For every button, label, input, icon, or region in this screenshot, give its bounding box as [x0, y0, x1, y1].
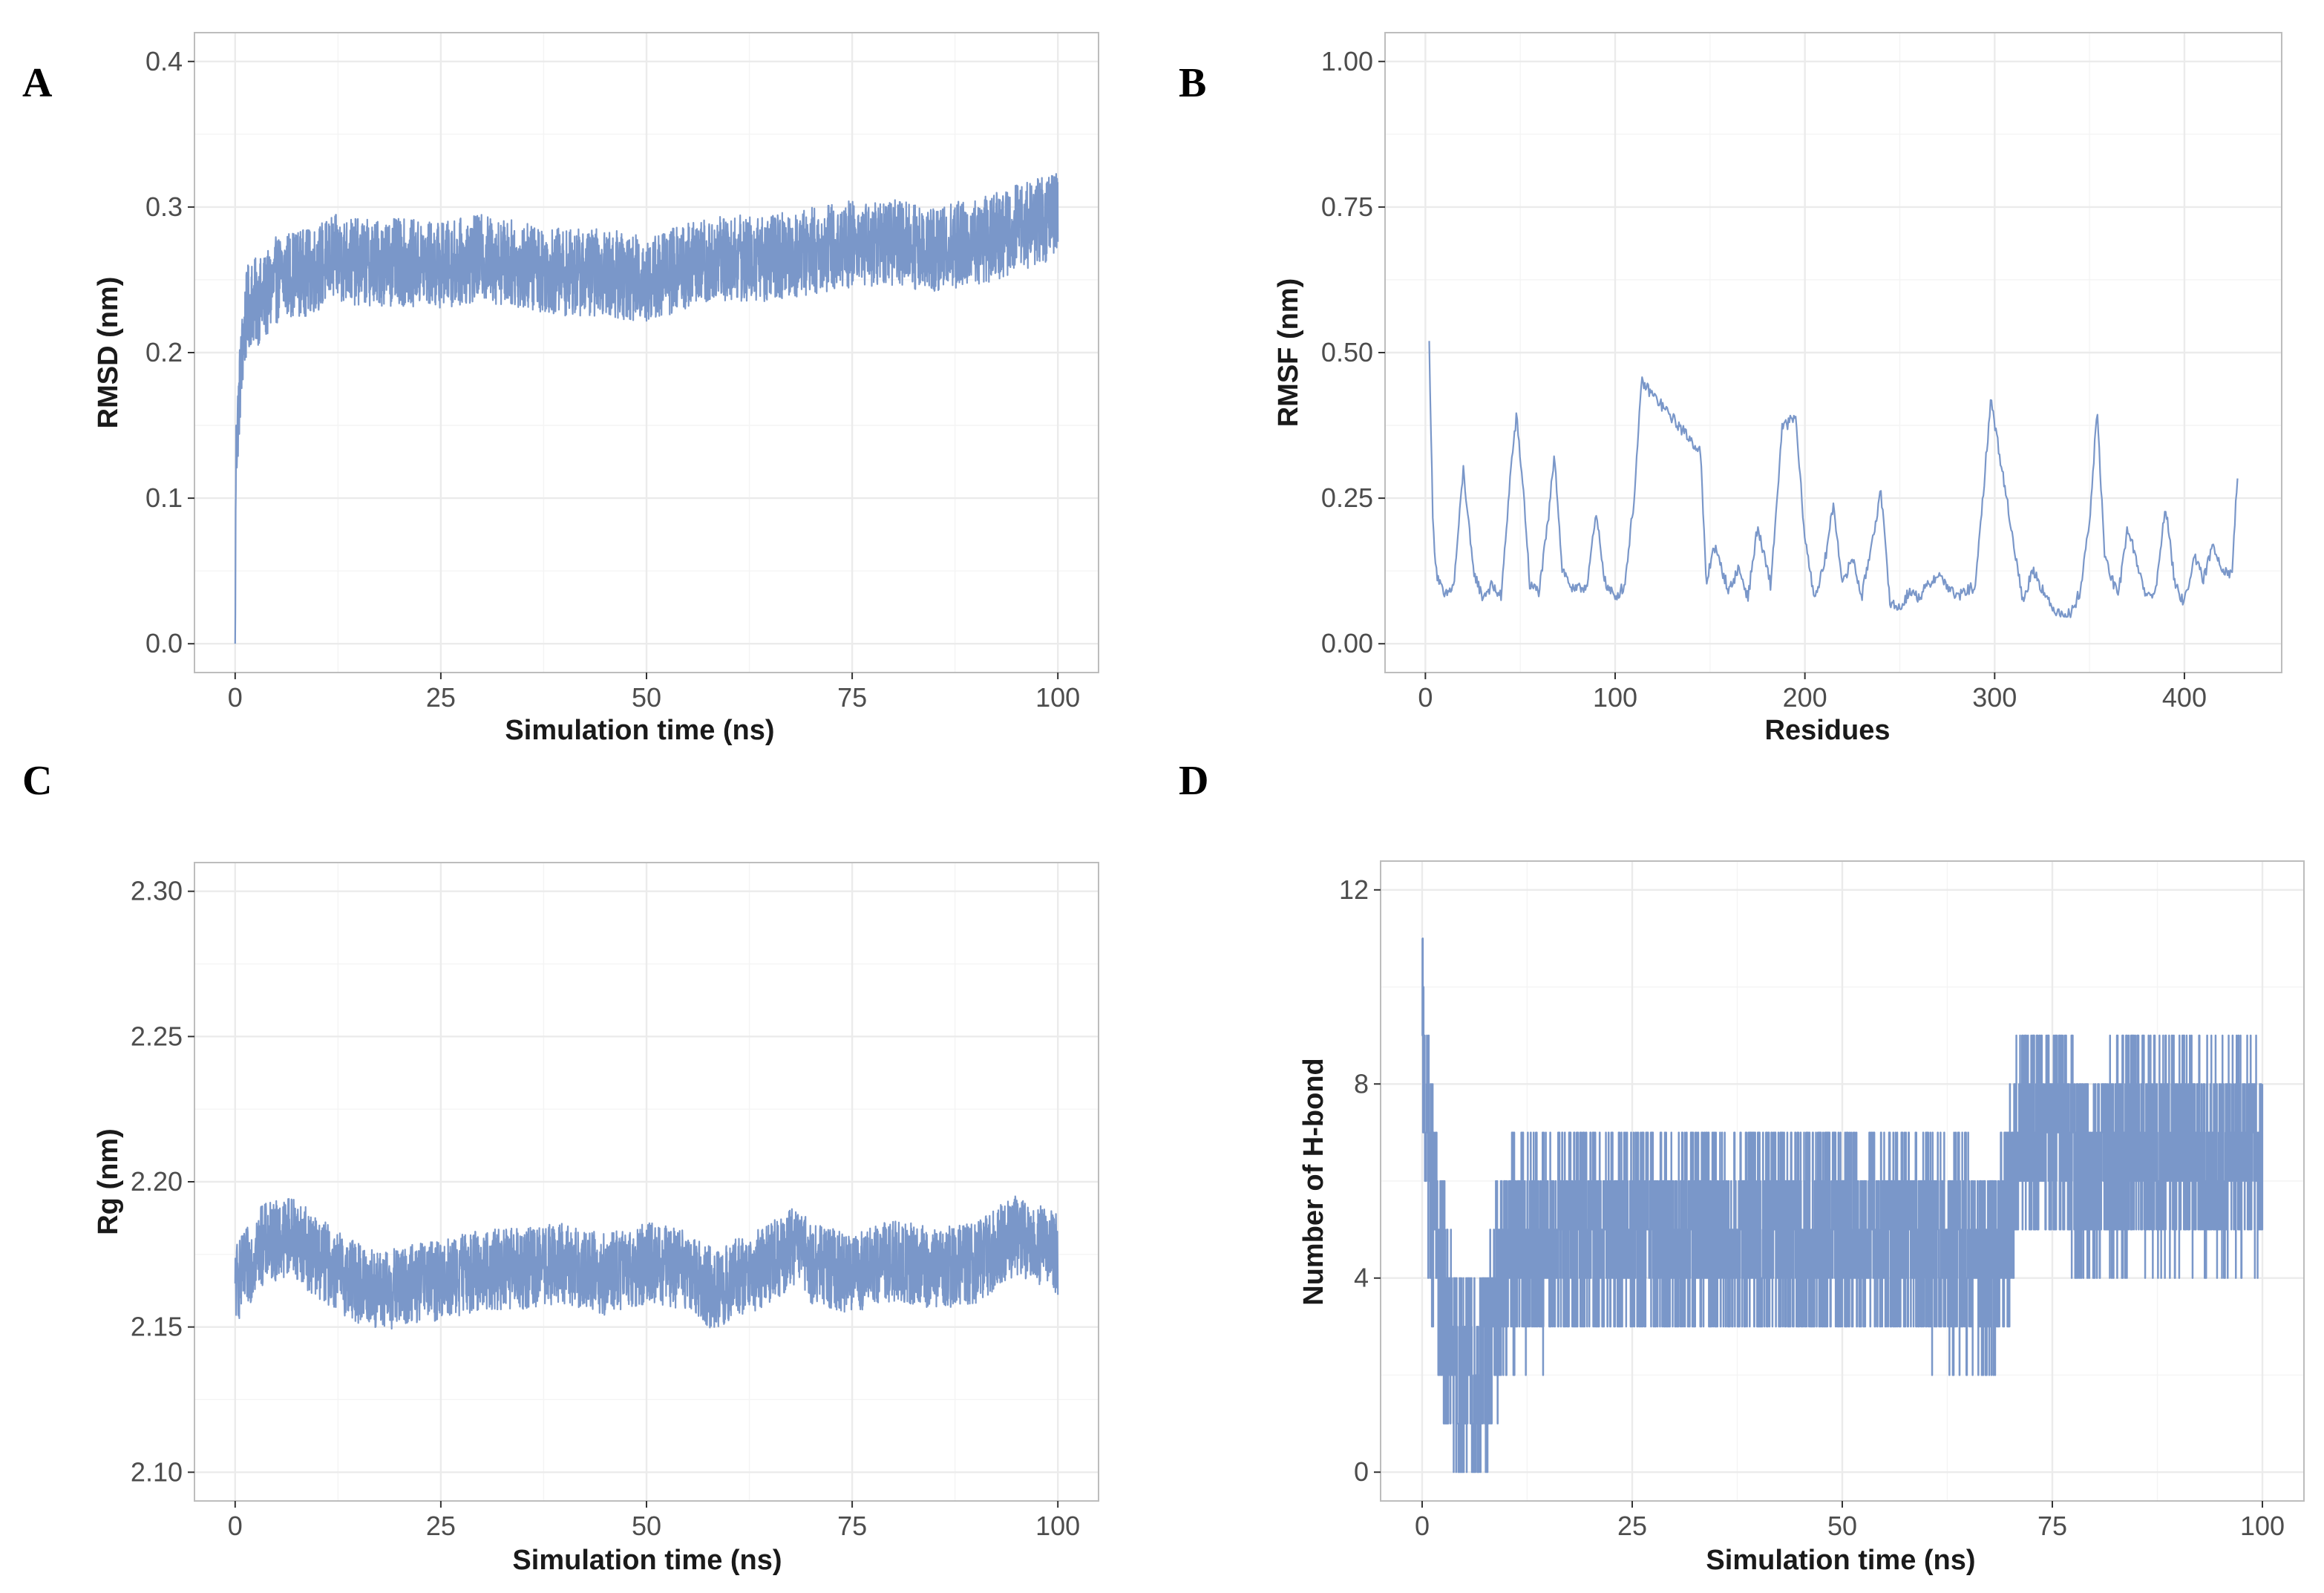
panel-d-series-line — [1421, 938, 2264, 1473]
panel-a-series-line — [234, 173, 1059, 644]
panel-a-x-tick-label: 50 — [632, 682, 661, 713]
panel-b-y-tick-label: 1.00 — [1321, 46, 1373, 76]
panel-d-y-tick-label: 4 — [1354, 1263, 1369, 1293]
panel-d-x-tick-label: 50 — [1827, 1511, 1857, 1541]
panel-b-letter: B — [1179, 60, 1206, 106]
panel-a-x-tick-label: 100 — [1035, 682, 1080, 713]
panel-a-xlabel: Simulation time (ns) — [505, 715, 774, 746]
panel-a-y-tick-label: 0.1 — [145, 483, 183, 513]
panel-c-y-tick-label: 2.10 — [131, 1456, 183, 1487]
panel-b-y-tick-label: 0.75 — [1321, 192, 1373, 222]
panel-b-x-tick-label: 100 — [1593, 682, 1637, 713]
panel-d-x-tick-label: 0 — [1415, 1511, 1430, 1541]
panel-d-x-tick-label: 100 — [2240, 1511, 2285, 1541]
panel-b-ylabel: RMSF (nm) — [1273, 278, 1304, 428]
panel-b-x-tick-label: 400 — [2162, 682, 2207, 713]
panel-d: D 0 25 50 75 100 0 4 8 12 Simulation time (ns) N… — [1179, 758, 2305, 1576]
panel-b-y-tick-label: 0.25 — [1321, 483, 1373, 513]
panel-d-letter: D — [1179, 758, 1208, 804]
panel-d-x-tick-label: 75 — [2037, 1511, 2067, 1541]
panel-c-x-tick-label: 0 — [228, 1511, 243, 1541]
panel-a-y-tick-label: 0.0 — [145, 628, 183, 658]
panel-d-y-tick-label: 8 — [1354, 1068, 1369, 1099]
panel-d-y-tick-label: 0 — [1354, 1456, 1369, 1487]
panel-c-x-tick-label: 25 — [426, 1511, 456, 1541]
panel-b-xlabel: Residues — [1765, 715, 1891, 746]
panel-c-y-tick-label: 2.20 — [131, 1166, 183, 1197]
panel-c-x-tick-label: 50 — [632, 1511, 661, 1541]
panel-a-letter: A — [22, 60, 53, 106]
panel-c-y-tick-label: 2.15 — [131, 1312, 183, 1342]
panel-b-series-line — [1428, 341, 2239, 618]
panel-c-x-tick-label: 100 — [1035, 1511, 1080, 1541]
panel-a-x-tick-label: 0 — [228, 682, 243, 713]
panel-a-y-tick-label: 0.4 — [145, 46, 183, 76]
panel-b-x-tick-label: 200 — [1783, 682, 1827, 713]
panel-a-x-tick-label: 75 — [837, 682, 867, 713]
panel-c-ylabel: Rg (nm) — [93, 1128, 124, 1235]
panel-d-y-tick-label: 12 — [1339, 874, 1369, 905]
panel-c-series-line — [234, 1195, 1059, 1330]
panel-a-y-tick-label: 0.2 — [145, 337, 183, 367]
panel-c-letter: C — [22, 758, 52, 804]
panel-b-x-tick-label: 0 — [1418, 682, 1433, 713]
panel-b-x-tick-label: 300 — [1972, 682, 2017, 713]
panel-a-y-tick-label: 0.3 — [145, 192, 183, 222]
panel-b: B 0 100 200 300 400 0.00 0.25 0.50 0.75 1.00 Resi… — [1179, 32, 2282, 746]
panel-c-x-tick-label: 75 — [837, 1511, 867, 1541]
panel-c-y-tick-label: 2.30 — [131, 876, 183, 906]
panel-d-x-tick-label: 25 — [1617, 1511, 1647, 1541]
panel-a: A 0 25 50 75 100 0.0 0.1 0.2 0.3 0.4 Simulation t… — [22, 32, 1099, 746]
panel-d-ylabel: Number of H-bond — [1298, 1058, 1329, 1306]
panel-a-x-tick-label: 25 — [426, 682, 456, 713]
panel-b-y-tick-label: 0.50 — [1321, 337, 1373, 367]
panel-c: C 0 25 50 75 100 2.10 2.15 2.20 2.25 2.30 Simulat… — [22, 758, 1099, 1576]
panel-b-y-tick-label: 0.00 — [1321, 628, 1373, 658]
panel-d-xlabel: Simulation time (ns) — [1706, 1545, 1975, 1576]
panel-c-xlabel: Simulation time (ns) — [512, 1545, 782, 1576]
panel-a-ylabel: RMSD (nm) — [93, 277, 124, 429]
panel-c-y-tick-label: 2.25 — [131, 1021, 183, 1051]
